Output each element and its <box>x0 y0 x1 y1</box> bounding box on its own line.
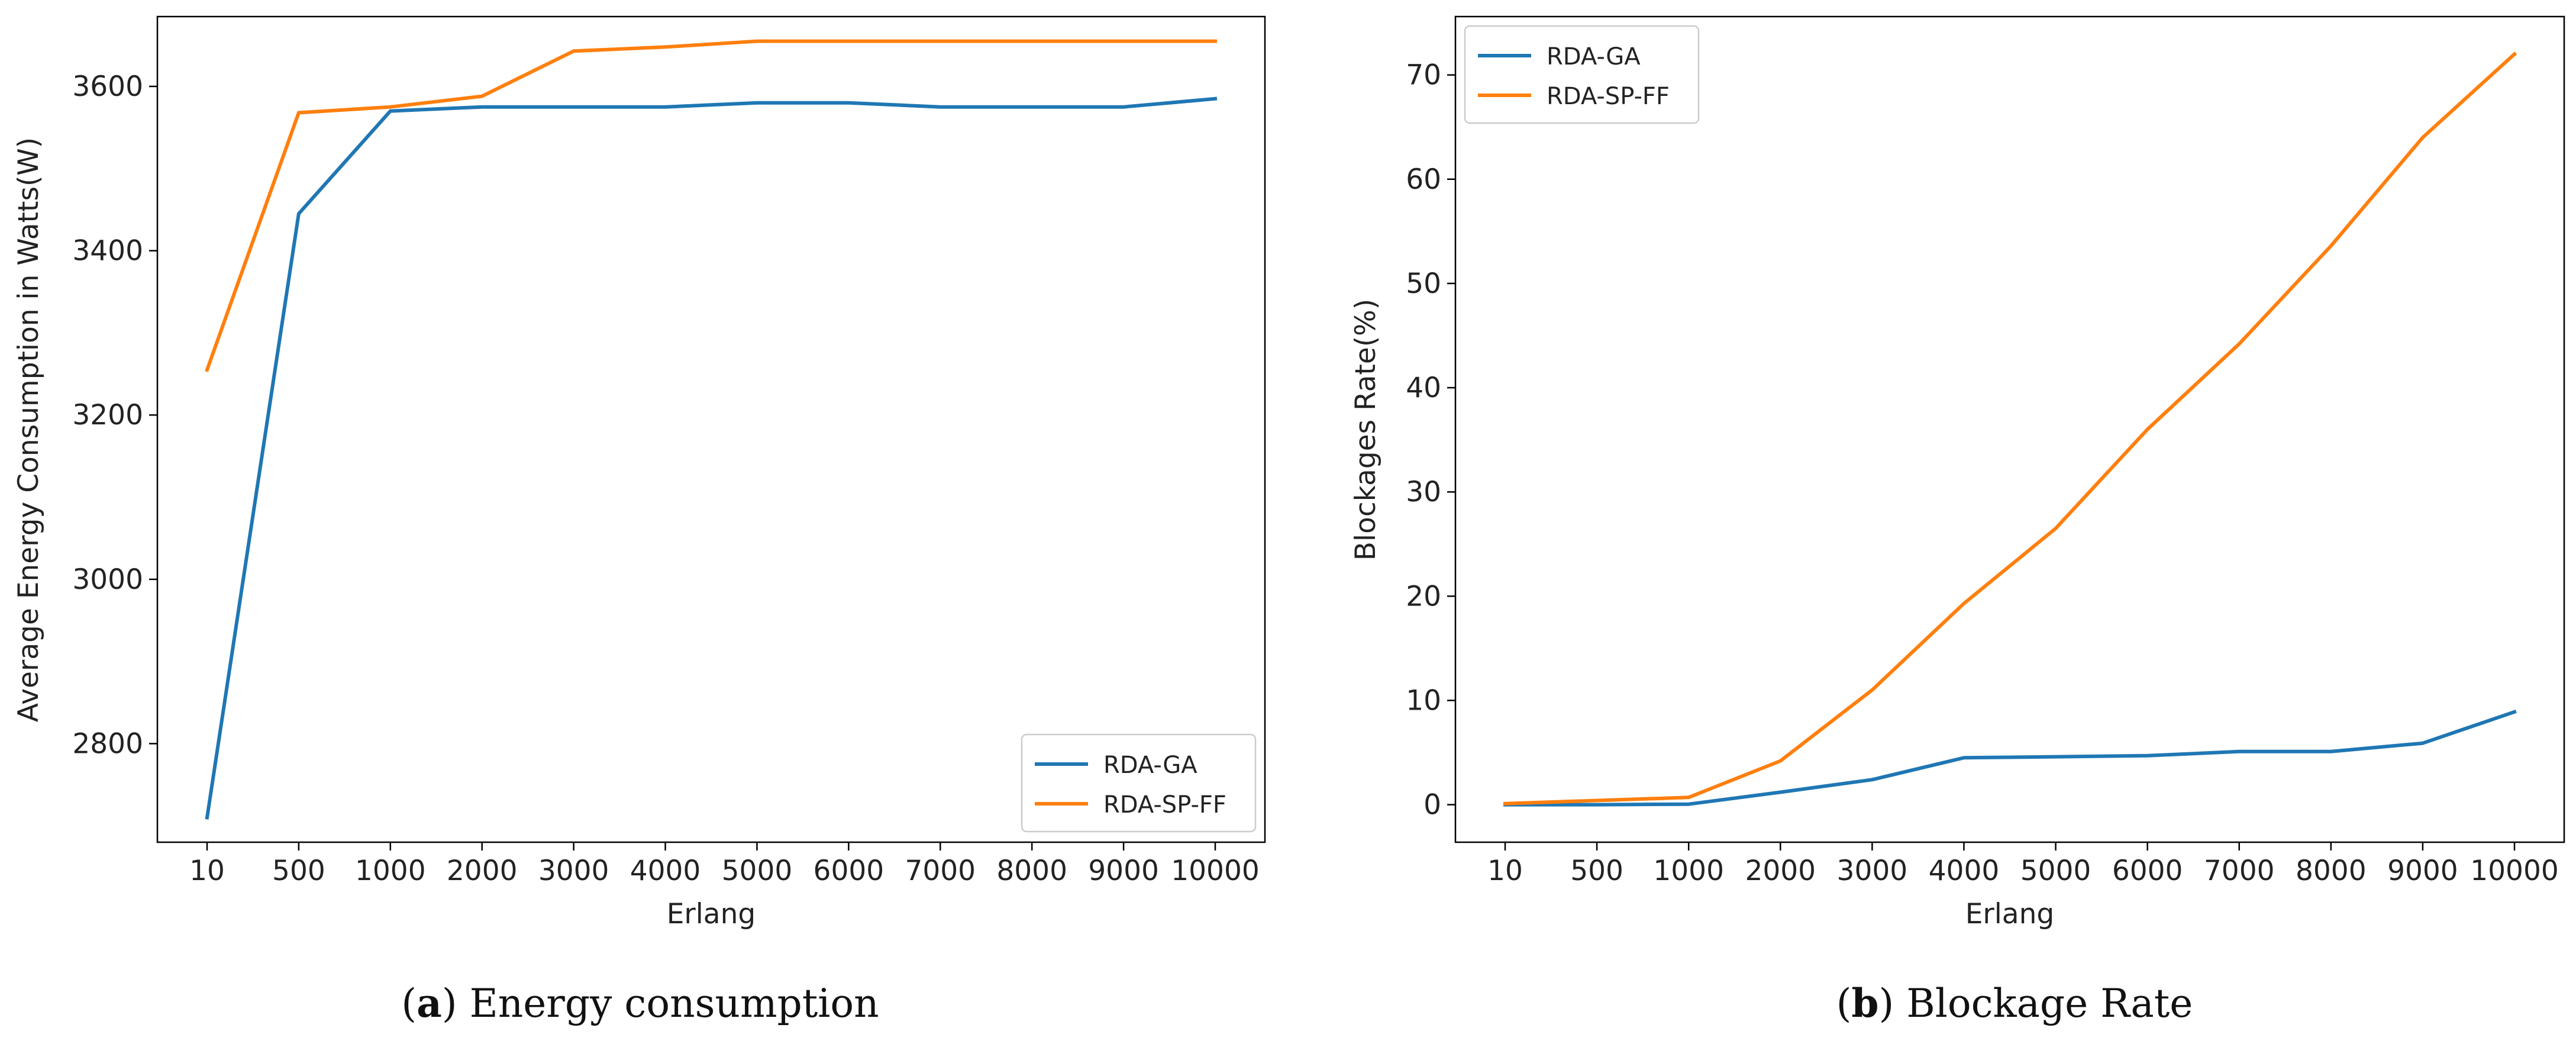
y-tick-label: 10 <box>1406 684 1441 717</box>
series-line-rda-sp-ff <box>205 39 1217 372</box>
series-line-rda-sp-ff <box>1503 51 2517 806</box>
legend: RDA-GA RDA-SP-FF <box>1464 25 1700 124</box>
y-tick-label: 3400 <box>72 235 143 268</box>
x-tick-label: 10000 <box>1171 855 1260 887</box>
x-tick-label: 3000 <box>1837 855 1908 887</box>
y-tick-label: 30 <box>1406 476 1441 508</box>
y-tick-label: 2800 <box>72 727 143 760</box>
y-tick-label: 3200 <box>72 399 143 431</box>
x-axis-label: Erlang <box>667 898 756 930</box>
y-tick-label: 20 <box>1406 580 1441 613</box>
caption-text: Energy consumption <box>470 981 879 1026</box>
x-tick-label: 1000 <box>355 855 426 887</box>
legend-label-rda-ga: RDA-GA <box>1547 43 1641 70</box>
chart-a: 10 500 1000 2000 3000 4000 5000 6000 7000 8000 900… <box>12 15 1266 930</box>
y-tick-label: 70 <box>1406 59 1441 92</box>
y-tick-label: 3600 <box>72 70 143 103</box>
y-axis-label: Average Energy Consumption in Watts(W) <box>12 137 45 722</box>
x-tick-label: 8000 <box>2296 855 2367 887</box>
x-axis-label: Erlang <box>1965 898 2055 930</box>
legend-label-rda-sp-ff: RDA-SP-FF <box>1103 791 1226 819</box>
caption: (a) Energy consumption <box>401 980 879 1026</box>
x-tick-label: 4000 <box>1929 855 2000 887</box>
x-tick-label: 10 <box>189 855 225 887</box>
x-tick-label: 2000 <box>447 855 518 887</box>
y-tick-label: 0 <box>1423 789 1441 822</box>
y-tick-label: 3000 <box>72 563 143 596</box>
x-tick-label: 9000 <box>1088 855 1159 887</box>
chart-b: 10 500 1000 2000 3000 4000 5000 6000 7000 8000 900… <box>1350 15 2565 930</box>
caption-text: Blockage Rate <box>1906 981 2193 1026</box>
x-tick-label: 6000 <box>814 855 885 887</box>
x-tick-label: 7000 <box>905 855 976 887</box>
plot-frame <box>1454 15 2565 843</box>
legend-box <box>1021 733 1257 833</box>
x-tick-label: 1000 <box>1653 855 1724 887</box>
y-tick-label: 60 <box>1406 163 1441 196</box>
x-tick-label: 10000 <box>2470 855 2559 887</box>
caption-letter: a <box>417 980 442 1026</box>
caption-letter: b <box>1851 980 1878 1026</box>
series-line-rda-ga <box>1503 709 2517 807</box>
x-tick-label: 10 <box>1487 855 1523 887</box>
x-tick-label: 8000 <box>996 855 1067 887</box>
y-axis-label: Blockages Rate(%) <box>1350 299 1382 560</box>
legend-box <box>1464 25 1700 124</box>
x-tick-label: 4000 <box>630 855 701 887</box>
plot-frame <box>156 15 1266 843</box>
x-tick-label: 5000 <box>722 855 793 887</box>
y-tick-label: 40 <box>1406 372 1441 404</box>
legend: RDA-GA RDA-SP-FF <box>1021 733 1257 833</box>
legend-label-rda-sp-ff: RDA-SP-FF <box>1547 83 1670 110</box>
x-tick-label: 3000 <box>538 855 609 887</box>
x-tick-label: 7000 <box>2204 855 2275 887</box>
x-tick-label: 6000 <box>2112 855 2183 887</box>
caption: (b) Blockage Rate <box>1836 980 2193 1026</box>
x-tick-label: 5000 <box>2020 855 2091 887</box>
x-tick-label: 9000 <box>2387 855 2458 887</box>
y-tick-label: 50 <box>1406 268 1441 300</box>
legend-label-rda-ga: RDA-GA <box>1103 752 1197 779</box>
x-tick-label: 500 <box>1570 855 1623 887</box>
series-line-rda-ga <box>205 96 1218 820</box>
x-tick-label: 2000 <box>1745 855 1816 887</box>
x-tick-label: 500 <box>272 855 325 887</box>
